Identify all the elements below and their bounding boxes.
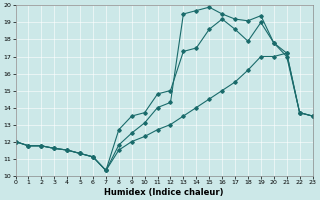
X-axis label: Humidex (Indice chaleur): Humidex (Indice chaleur) [104, 188, 224, 197]
